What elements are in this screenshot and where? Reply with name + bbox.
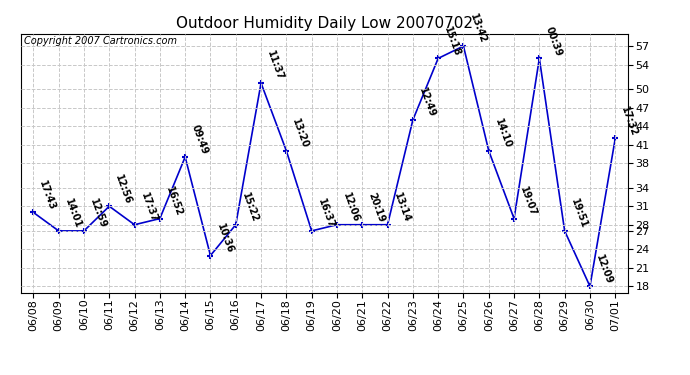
Text: 12:56: 12:56 — [113, 173, 133, 206]
Text: 13:42: 13:42 — [468, 13, 488, 45]
Text: 12:59: 12:59 — [88, 198, 108, 230]
Text: 16:37: 16:37 — [316, 198, 336, 230]
Text: Copyright 2007 Cartronics.com: Copyright 2007 Cartronics.com — [23, 36, 177, 46]
Text: 17:37: 17:37 — [139, 191, 159, 224]
Text: 16:52: 16:52 — [164, 185, 184, 218]
Text: 12:09: 12:09 — [594, 253, 614, 285]
Text: 17:43: 17:43 — [37, 179, 57, 212]
Text: 15:22: 15:22 — [240, 191, 260, 224]
Text: 10:36: 10:36 — [215, 222, 235, 255]
Text: 00:39: 00:39 — [544, 25, 564, 58]
Text: 19:07: 19:07 — [518, 185, 538, 218]
Text: 17:32: 17:32 — [620, 105, 640, 138]
Text: 14:10: 14:10 — [493, 117, 513, 150]
Text: 11:37: 11:37 — [265, 50, 285, 82]
Title: Outdoor Humidity Daily Low 20070702: Outdoor Humidity Daily Low 20070702 — [176, 16, 473, 31]
Text: 12:06: 12:06 — [341, 191, 361, 224]
Text: 15:18: 15:18 — [442, 25, 462, 58]
Text: 19:51: 19:51 — [569, 198, 589, 230]
Text: 13:14: 13:14 — [392, 191, 412, 224]
Text: 12:49: 12:49 — [417, 87, 437, 119]
Text: 20:19: 20:19 — [366, 191, 386, 224]
Text: 09:49: 09:49 — [189, 124, 209, 156]
Text: 14:01: 14:01 — [63, 198, 83, 230]
Text: 13:20: 13:20 — [290, 117, 310, 150]
